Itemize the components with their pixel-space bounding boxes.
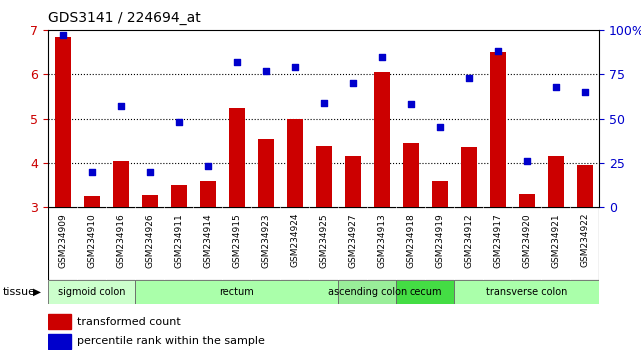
Text: GSM234914: GSM234914 (203, 213, 212, 268)
Bar (142, 195, 158, 207)
Bar (374, 72, 390, 207)
Point (435, 125, 445, 130)
Text: GSM234920: GSM234920 (522, 213, 531, 268)
Bar (403, 143, 419, 207)
Bar (519, 194, 535, 207)
Text: GSM234925: GSM234925 (319, 213, 328, 268)
Point (87, 169, 97, 175)
Text: transverse colon: transverse colon (486, 287, 567, 297)
Bar (199, 181, 215, 207)
Point (203, 164, 213, 169)
Text: GDS3141 / 224694_at: GDS3141 / 224694_at (48, 11, 201, 25)
Point (406, 102, 416, 107)
Bar (577, 165, 593, 207)
Bar (171, 185, 187, 207)
Text: GSM234921: GSM234921 (551, 213, 560, 268)
Bar (287, 119, 303, 207)
Point (144, 169, 154, 175)
Point (463, 75, 474, 81)
FancyBboxPatch shape (48, 280, 135, 304)
Bar (345, 156, 361, 207)
Point (58, 33, 68, 38)
Text: GSM234927: GSM234927 (348, 213, 357, 268)
Text: GSM234909: GSM234909 (58, 213, 67, 268)
Bar (548, 156, 564, 207)
Text: GSM234919: GSM234919 (435, 213, 444, 268)
Bar (432, 181, 447, 207)
Text: cecum: cecum (409, 287, 442, 297)
Bar (48, 334, 71, 348)
Bar (258, 138, 274, 207)
Bar (48, 314, 71, 329)
Bar (461, 147, 477, 207)
Text: GSM234916: GSM234916 (116, 213, 125, 268)
Text: transformed count: transformed count (77, 316, 181, 327)
Point (231, 59, 242, 65)
Text: ascending colon: ascending colon (328, 287, 407, 297)
Point (290, 64, 300, 70)
Point (347, 80, 358, 86)
FancyBboxPatch shape (454, 280, 599, 304)
Text: GSM234917: GSM234917 (494, 213, 503, 268)
Bar (490, 52, 506, 207)
Point (522, 158, 532, 164)
Text: percentile rank within the sample: percentile rank within the sample (77, 336, 265, 346)
Text: GSM234926: GSM234926 (145, 213, 154, 268)
Text: GSM234922: GSM234922 (580, 213, 589, 267)
Bar (113, 161, 129, 207)
Point (377, 54, 387, 59)
Point (174, 119, 184, 125)
Bar (54, 37, 71, 207)
Text: GSM234912: GSM234912 (464, 213, 473, 268)
Text: GSM234924: GSM234924 (290, 213, 299, 267)
Point (579, 89, 590, 95)
Bar (316, 146, 331, 207)
Text: GSM234911: GSM234911 (174, 213, 183, 268)
Bar (83, 196, 99, 207)
Bar (229, 108, 245, 207)
Point (319, 100, 329, 105)
FancyBboxPatch shape (396, 280, 454, 304)
Text: ▶: ▶ (33, 287, 41, 297)
Point (260, 68, 271, 74)
Text: GSM234913: GSM234913 (378, 213, 387, 268)
Text: GSM234915: GSM234915 (232, 213, 241, 268)
Text: tissue: tissue (3, 287, 36, 297)
Point (551, 84, 561, 90)
Point (115, 103, 126, 109)
Text: GSM234910: GSM234910 (87, 213, 96, 268)
FancyBboxPatch shape (135, 280, 338, 304)
Point (493, 48, 503, 54)
Text: rectum: rectum (219, 287, 254, 297)
Text: GSM234923: GSM234923 (261, 213, 270, 268)
Text: sigmoid colon: sigmoid colon (58, 287, 126, 297)
FancyBboxPatch shape (338, 280, 396, 304)
Text: GSM234918: GSM234918 (406, 213, 415, 268)
